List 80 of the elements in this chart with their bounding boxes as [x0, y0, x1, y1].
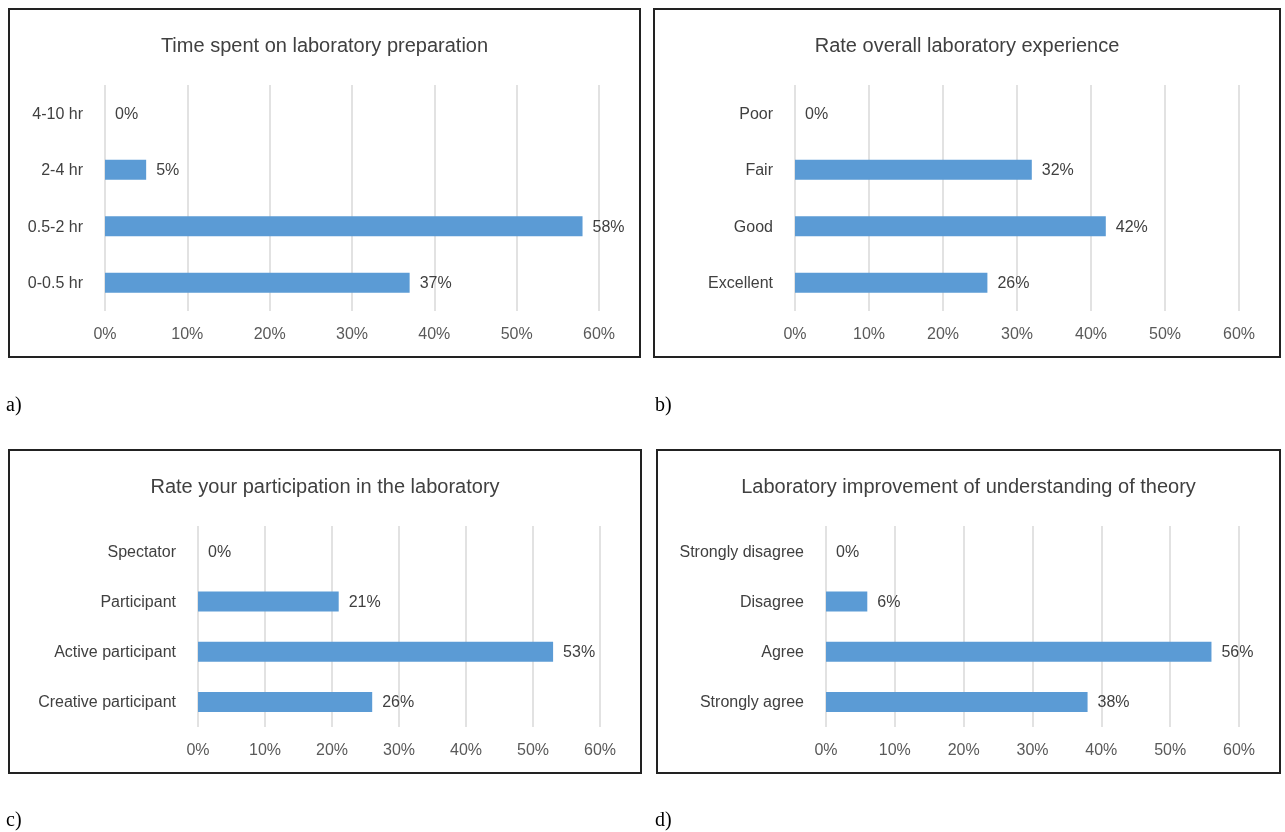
x-tick-label: 40% — [449, 740, 483, 758]
data-label: 38% — [1097, 693, 1130, 711]
text: c) — [6, 808, 22, 831]
x-tick-label: 40% — [1085, 740, 1118, 758]
bar — [198, 691, 373, 712]
y-tick-label: Good — [733, 217, 773, 235]
bar — [105, 159, 147, 180]
x-tick-label: 10% — [878, 740, 911, 758]
x-tick-label: 20% — [253, 324, 286, 342]
y-tick-label: Fair — [745, 161, 774, 179]
data-label: 58% — [592, 217, 625, 235]
bar — [826, 641, 1212, 662]
text: b) — [655, 393, 672, 416]
y-tick-label: Poor — [739, 104, 774, 122]
y-tick-label: Agree — [761, 643, 805, 661]
y-tick-label: 0-0.5 hr — [27, 274, 84, 292]
y-tick-label: Excellent — [708, 274, 774, 292]
data-label: 0% — [115, 104, 139, 122]
x-tick-label: 30% — [1000, 324, 1034, 342]
bar — [795, 216, 1106, 237]
x-tick-label: 30% — [335, 324, 369, 342]
bar — [198, 591, 339, 612]
x-tick-label: 30% — [382, 740, 416, 758]
data-label: 0% — [805, 104, 829, 122]
data-label: 26% — [382, 693, 415, 711]
data-label: 0% — [208, 542, 232, 560]
data-label: 21% — [348, 592, 381, 610]
x-tick-label: 50% — [516, 740, 550, 758]
y-tick-label: 2-4 hr — [41, 161, 84, 179]
y-tick-label: Disagree — [739, 592, 805, 610]
data-label: 5% — [156, 161, 180, 179]
y-tick-label: Participant — [100, 592, 177, 610]
y-tick-label: Strongly agree — [699, 693, 805, 711]
chart-title: Laboratory improvement of understanding of theory — [741, 475, 1196, 497]
y-tick-label: 4-10 hr — [32, 104, 84, 122]
bar — [795, 159, 1032, 180]
bar — [795, 272, 988, 293]
x-tick-label: 50% — [500, 324, 533, 342]
data-label: 37% — [419, 274, 452, 292]
x-tick-label: 40% — [418, 324, 451, 342]
chart-title: Time spent on laboratory preparation — [160, 34, 489, 56]
x-tick-label: 10% — [852, 324, 886, 342]
x-tick-label: 30% — [1016, 740, 1049, 758]
y-tick-label: Creative participant — [38, 693, 177, 711]
x-tick-label: 50% — [1154, 740, 1187, 758]
x-tick-label: 10% — [171, 324, 204, 342]
x-tick-label: 0% — [814, 740, 838, 758]
data-label: 32% — [1041, 161, 1074, 179]
text: a) — [6, 393, 22, 416]
data-label: 26% — [997, 274, 1030, 292]
chart-title: Rate overall laboratory experience — [814, 34, 1120, 56]
chart-title: Rate your participation in the laboratory — [150, 475, 500, 497]
text: d) — [655, 808, 672, 831]
y-tick-label: Strongly disagree — [679, 542, 805, 560]
x-tick-label: 60% — [1222, 324, 1256, 342]
y-tick-label: Active participant — [54, 643, 177, 661]
x-tick-label: 0% — [783, 324, 807, 342]
x-tick-label: 20% — [926, 324, 960, 342]
data-label: 0% — [836, 542, 860, 560]
y-tick-label: 0.5-2 hr — [27, 217, 84, 235]
data-label: 53% — [563, 643, 596, 661]
bar — [105, 272, 410, 293]
x-tick-label: 0% — [186, 740, 210, 758]
x-tick-label: 60% — [1222, 740, 1256, 758]
x-tick-label: 60% — [582, 324, 616, 342]
x-tick-label: 60% — [583, 740, 617, 758]
x-tick-label: 20% — [947, 740, 980, 758]
data-label: 42% — [1115, 217, 1148, 235]
data-label: 6% — [877, 592, 901, 610]
bar — [105, 216, 583, 237]
x-tick-label: 0% — [93, 324, 117, 342]
bar — [826, 591, 868, 612]
x-tick-label: 50% — [1148, 324, 1182, 342]
data-label: 56% — [1221, 643, 1254, 661]
bar — [826, 691, 1088, 712]
x-tick-label: 40% — [1074, 324, 1108, 342]
y-tick-label: Spectator — [107, 542, 177, 560]
x-tick-label: 10% — [248, 740, 282, 758]
x-tick-label: 20% — [315, 740, 349, 758]
bar — [198, 641, 554, 662]
